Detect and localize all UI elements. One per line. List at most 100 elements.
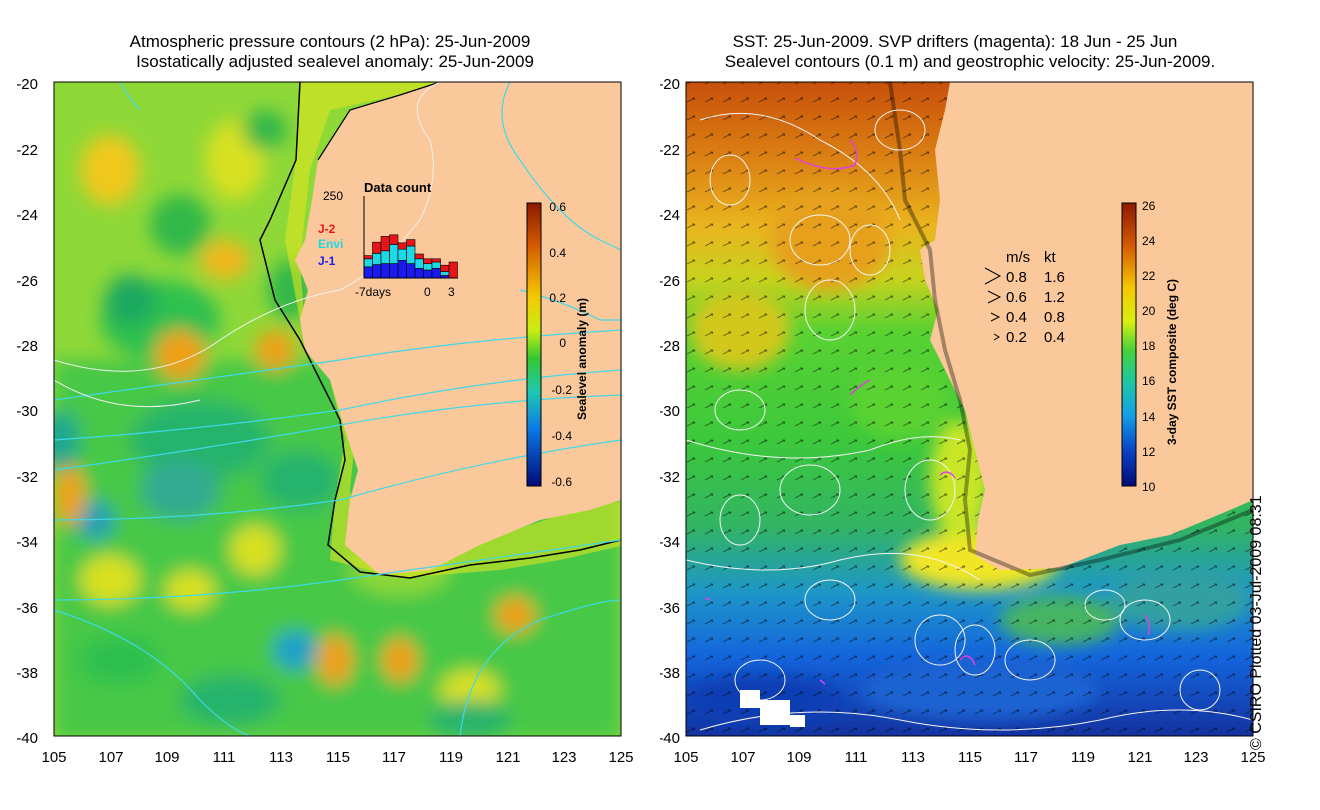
legend-ms-3: 0.2 <box>1006 329 1027 346</box>
right-title-line1: SST: 25-Jun-2009. SVP drifters (magenta)… <box>732 32 1178 51</box>
legend-kt-0: 1.6 <box>1044 269 1065 286</box>
sst-colorbar-tick: 26 <box>1142 199 1156 213</box>
right-lat-tick: -26 <box>660 273 680 290</box>
histogram-bar-envi <box>414 258 424 269</box>
sst-colorbar-label: 3-day SST composite (deg C) <box>1165 279 1179 445</box>
left-lat-tick: -34 <box>16 534 38 551</box>
left-lon-tick: 121 <box>495 749 520 766</box>
legend-ms-1: 0.6 <box>1006 289 1027 306</box>
histogram-x-zero: 0 <box>424 285 431 299</box>
left-lon-tick: 107 <box>98 749 123 766</box>
left-lat-tick: -38 <box>16 665 38 682</box>
right-lon-tick: 125 <box>1240 749 1265 766</box>
histogram-bar-j2 <box>406 239 416 247</box>
sst-colorbar-tick: 24 <box>1142 234 1156 248</box>
histogram-bar-j2 <box>363 255 373 260</box>
sla-colorbar-tick: 0.6 <box>549 200 566 214</box>
histogram-bar-j1 <box>397 260 407 279</box>
right-title-line2: Sealevel contours (0.1 m) and geostrophi… <box>724 52 1216 71</box>
legend-j2: J-2 <box>318 222 336 236</box>
left-lon-tick: 109 <box>154 749 179 766</box>
left-lat-tick: -40 <box>16 730 38 747</box>
right-lat-axis: -20 -22 -24 -26 -28 -30 -32 -34 -36 -38 … <box>660 76 680 747</box>
histogram-bar-j2 <box>389 234 399 245</box>
left-lon-tick: 115 <box>326 749 350 766</box>
sst-colorbar-tick: 16 <box>1142 374 1156 388</box>
left-title-line1: Atmospheric pressure contours (2 hPa): 2… <box>129 32 531 51</box>
sst-colorbar-tick: 14 <box>1142 410 1156 424</box>
sst-colorbar: 26 24 22 20 18 16 14 12 10 3-day SST com… <box>1121 199 1179 494</box>
legend-header-ms: m/s <box>1006 249 1030 266</box>
legend-ms-0: 0.8 <box>1006 269 1027 286</box>
left-lat-tick: -30 <box>16 403 38 420</box>
histogram-bar-j2 <box>440 264 450 272</box>
sst-colorbar-tick: 22 <box>1142 269 1156 283</box>
histogram-x-left: -7days <box>355 285 391 299</box>
histogram-bar-envi <box>389 244 399 264</box>
right-lon-tick: 107 <box>730 749 755 766</box>
legend-header-kt: kt <box>1044 249 1057 266</box>
histogram-bar-j2 <box>372 241 382 254</box>
histogram-bar-j1 <box>389 263 399 279</box>
right-lon-tick: 117 <box>1014 749 1038 766</box>
right-lat-tick: -38 <box>660 665 680 682</box>
histogram-title: Data count <box>364 180 432 195</box>
left-lat-tick: -24 <box>16 207 38 224</box>
left-title-line2: Isostatically adjusted sealevel anomaly:… <box>136 52 534 71</box>
sst-colorbar-tick: 18 <box>1142 339 1156 353</box>
histogram-bar-j1 <box>380 263 390 279</box>
right-lat-tick: -28 <box>660 338 680 355</box>
histogram-bar-j1 <box>406 263 416 279</box>
right-lon-axis: 105 107 109 111 113 115 117 119 121 123 … <box>673 749 1265 766</box>
legend-kt-2: 0.8 <box>1044 309 1065 326</box>
histogram-bar-j1 <box>423 269 433 279</box>
right-lat-tick: -30 <box>660 403 680 420</box>
left-lon-tick: 119 <box>439 749 463 766</box>
histogram-bar-j2 <box>431 258 441 263</box>
legend-j1: J-1 <box>318 254 336 268</box>
left-lat-tick: -32 <box>16 469 38 486</box>
legend-ms-2: 0.4 <box>1006 309 1027 326</box>
right-lat-tick: -36 <box>660 600 680 617</box>
left-lat-tick: -28 <box>16 338 38 355</box>
left-lon-axis: 105 107 109 111 113 115 117 119 121 123 … <box>41 749 633 766</box>
sla-colorbar-tick: -0.4 <box>551 429 572 443</box>
left-lat-tick: -36 <box>16 600 38 617</box>
legend-kt-1: 1.2 <box>1044 289 1065 306</box>
sla-colorbar-tick: 0.4 <box>549 246 566 260</box>
left-lon-tick: 105 <box>41 749 66 766</box>
legend-kt-3: 0.4 <box>1044 329 1065 346</box>
histogram-bar-envi <box>440 271 450 276</box>
histogram-ymax: 250 <box>323 189 343 203</box>
legend-envi: Envi <box>318 237 343 251</box>
right-lat-tick: -24 <box>660 207 680 224</box>
data-count-histogram: Data count 250 J-2 Envi J-1 -7days 0 3 <box>318 180 458 299</box>
australia-land-sst <box>920 82 1253 570</box>
left-lon-tick: 125 <box>608 749 633 766</box>
left-lon-tick: 111 <box>213 749 236 766</box>
right-lat-tick: -40 <box>660 730 680 747</box>
histogram-bar-j2 <box>414 253 424 260</box>
histogram-bar-envi <box>406 245 416 264</box>
histogram-bar-j1 <box>372 264 382 279</box>
left-lat-axis: -20 -22 -24 -26 -28 -30 -32 -34 -36 -38 … <box>16 76 38 747</box>
sla-colorbar-tick: 0 <box>559 336 566 350</box>
histogram-bar-j2 <box>397 242 407 250</box>
sla-colorbar-tick: 0.2 <box>549 291 566 305</box>
sla-colorbar-label: Sealevel anomaly (m) <box>575 298 589 420</box>
right-lat-tick: -20 <box>660 76 680 93</box>
right-lon-tick: 105 <box>673 749 698 766</box>
histogram-bar-j2 <box>423 258 433 264</box>
histogram-x-right: 3 <box>448 285 455 299</box>
right-lat-tick: -32 <box>660 469 680 486</box>
velocity-legend: m/s kt 0.8 1.6 0.6 1.2 0.4 0.8 0.2 0.4 <box>984 249 1065 346</box>
left-lat-tick: -26 <box>16 273 38 290</box>
right-lon-tick: 123 <box>1183 749 1208 766</box>
sealevel-anomaly-map: -20 -22 -24 -26 -28 -30 -32 -34 -36 -38 … <box>16 76 633 766</box>
left-lon-tick: 117 <box>382 749 406 766</box>
histogram-bar-j1 <box>414 268 424 279</box>
copyright-credit: © CSIRO Plotted 03-Jul-2009 08:31 <box>1248 495 1265 750</box>
sst-colorbar-tick: 20 <box>1142 304 1156 318</box>
sealevel-colorbar: 0.6 0.4 0.2 0 -0.2 -0.4 -0.6 Sealevel an… <box>526 200 589 489</box>
left-lat-tick: -20 <box>16 76 38 93</box>
